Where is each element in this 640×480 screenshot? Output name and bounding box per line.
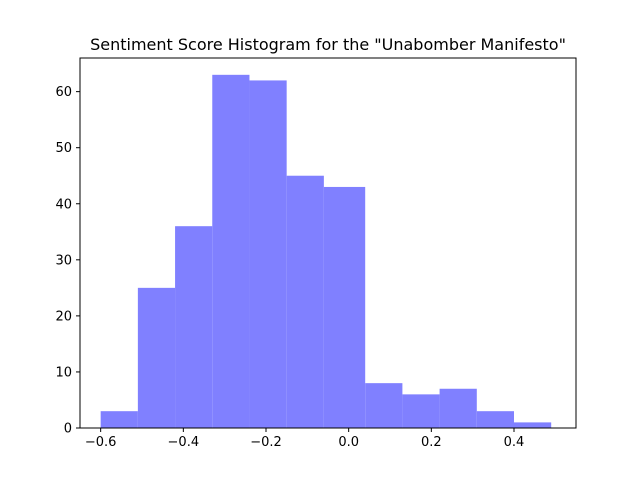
y-tick-label: 30	[55, 253, 72, 268]
x-tick-label: 0.0	[338, 435, 359, 450]
y-tick-label: 40	[55, 197, 72, 212]
histogram-bar	[286, 175, 324, 428]
y-tick-label: 10	[55, 365, 72, 380]
x-tick-label: 0.2	[421, 435, 442, 450]
y-tick-label: 60	[55, 85, 72, 100]
histogram-bar	[365, 383, 403, 428]
histogram-bar	[137, 287, 176, 428]
x-tick-label: 0.4	[504, 435, 525, 450]
histogram-bars	[100, 74, 552, 429]
plot-frame	[79, 57, 577, 429]
chart-title: Sentiment Score Histogram for the "Unabo…	[90, 35, 566, 54]
histogram-bar	[514, 422, 552, 428]
histogram-bar	[100, 411, 138, 428]
histogram-bar	[323, 186, 366, 428]
x-tick-label: −0.2	[250, 435, 282, 450]
y-axis-ticks: 0 10 20 30 40 50 60	[55, 85, 80, 437]
histogram-bar	[249, 80, 287, 428]
y-tick-label: 50	[55, 141, 72, 156]
histogram-bar	[212, 74, 250, 429]
x-tick-label: −0.4	[168, 435, 200, 450]
histogram-bar	[476, 411, 514, 428]
histogram-bar	[439, 388, 477, 428]
y-tick-label: 0	[64, 422, 72, 437]
histogram-bar	[402, 394, 440, 428]
y-tick-label: 20	[55, 309, 72, 324]
x-tick-label: −0.6	[85, 435, 117, 450]
x-axis-ticks: −0.6 −0.4 −0.2 0.0 0.2 0.4	[85, 428, 524, 450]
histogram-bar	[175, 226, 213, 428]
